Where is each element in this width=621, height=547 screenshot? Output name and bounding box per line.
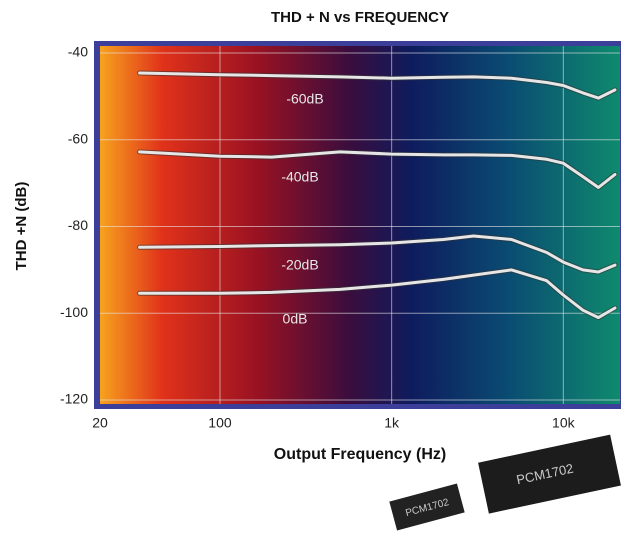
series-label: -20dB xyxy=(281,257,318,273)
series-label: -60dB xyxy=(286,91,323,107)
chart-title: THD + N vs FREQUENCY xyxy=(271,9,449,26)
x-tick-label: 20 xyxy=(92,415,108,431)
series-line xyxy=(138,150,617,189)
chip-large: PCM1702 xyxy=(478,434,621,514)
y-axis-label: THD +N (dB) xyxy=(13,182,30,271)
y-tick-label: -80 xyxy=(68,217,88,233)
series-line xyxy=(138,234,617,274)
plot-area xyxy=(100,46,620,404)
series-label: -40dB xyxy=(281,169,318,185)
y-tick-label: -120 xyxy=(60,391,88,407)
y-tick-label: -60 xyxy=(68,130,88,146)
x-tick-label: 10k xyxy=(552,415,576,431)
series-line xyxy=(138,71,617,100)
x-axis-label: Output Frequency (Hz) xyxy=(274,446,446,463)
series-line xyxy=(138,268,617,320)
x-tick-label: 100 xyxy=(208,415,232,431)
x-tick-label: 1k xyxy=(384,415,400,431)
series-label: 0dB xyxy=(283,311,308,327)
y-tick-label: -100 xyxy=(60,304,88,320)
chip-small: PCM1702 xyxy=(389,483,465,531)
y-tick-label: -40 xyxy=(68,44,88,60)
